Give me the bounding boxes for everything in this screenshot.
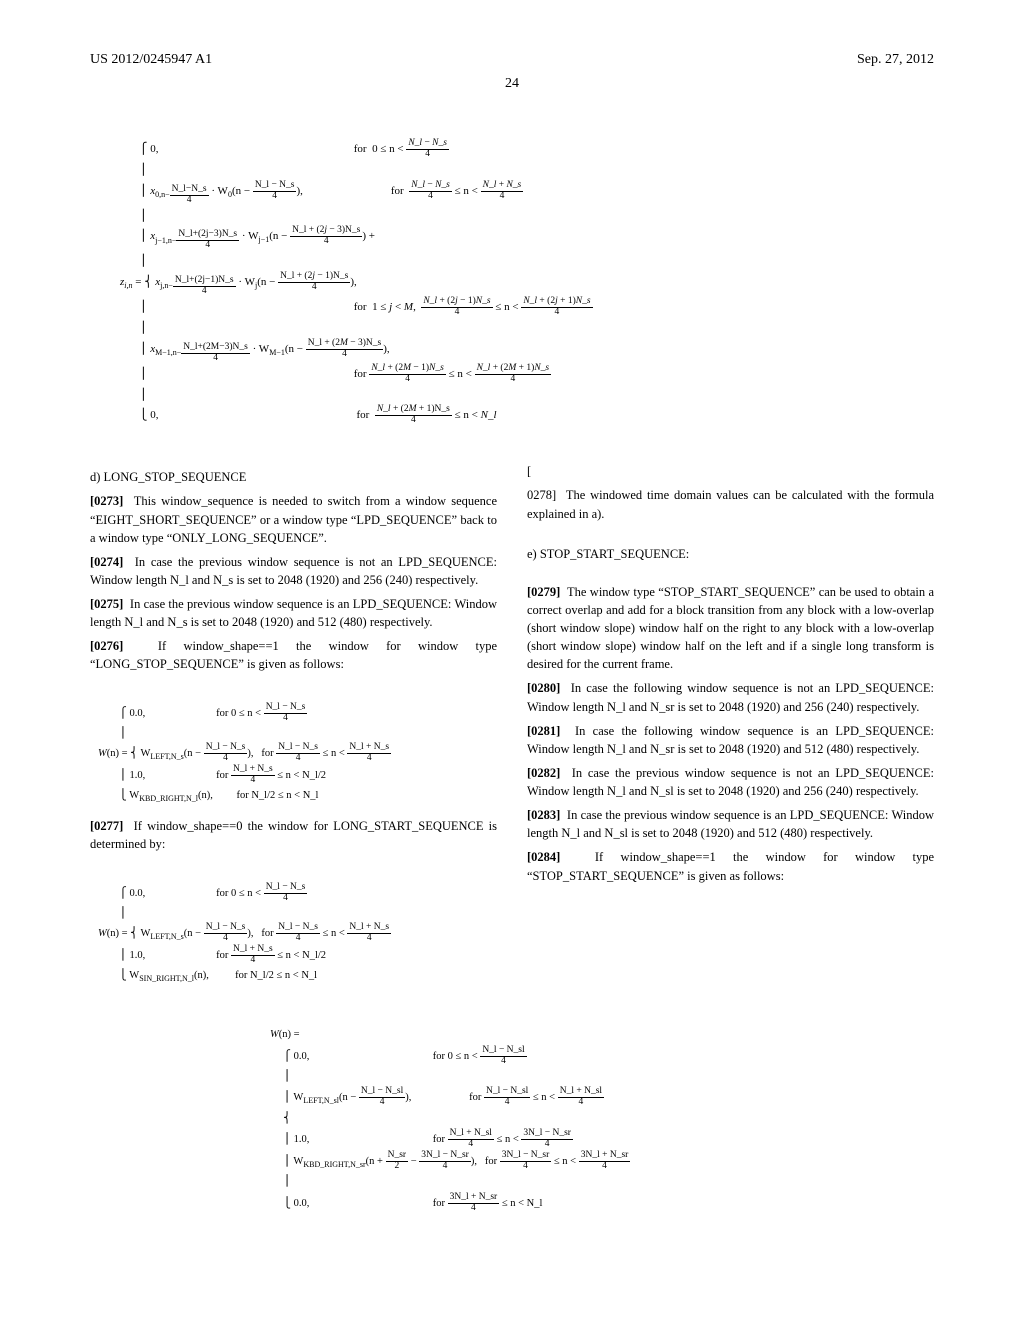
para-0276: [0276] If window_shape==1 the window for… <box>90 637 497 673</box>
formula-wn-stopstart: W(n) = ⎧ 0.0, for 0 ≤ n < N_l − N_sl4 ⎪ … <box>270 1005 934 1215</box>
para-text: If window_shape==1 the window for window… <box>527 850 934 882</box>
para-text: In case the previous window sequence is … <box>527 766 934 798</box>
para-num: [0277] <box>90 819 123 833</box>
para-0281: [0281] In case the following window sequ… <box>527 722 934 758</box>
running-header: US 2012/0245947 A1 Sep. 27, 2012 <box>90 52 934 68</box>
para-num: [0283] <box>527 808 560 822</box>
formula-wn-sin: ⎧ 0.0, for 0 ≤ n < N_l − N_s4 ⎪ W(n) = ⎨… <box>98 863 497 986</box>
two-column-body: d) LONG_STOP_SEQUENCE [0273] This window… <box>90 456 934 996</box>
para-0280: [0280] In case the following window sequ… <box>527 679 934 715</box>
para-text: If window_shape==0 the window for LONG_S… <box>90 819 497 851</box>
para-num: [0282] <box>527 766 560 780</box>
para-0273: [0273] This window_sequence is needed to… <box>90 492 497 546</box>
para-0283: [0283] In case the previous window seque… <box>527 806 934 842</box>
para-num: [0273] <box>90 494 123 508</box>
para-num: [0276] <box>90 639 123 653</box>
para-0275: [0275] In case the previous window seque… <box>90 595 497 631</box>
para-num: 0278] <box>527 488 556 502</box>
para-text: In case the following window sequence is… <box>527 681 934 713</box>
para-num: [0281] <box>527 724 560 738</box>
para-text: In case the following window sequence is… <box>527 724 934 756</box>
para-0277: [0277] If window_shape==0 the window for… <box>90 817 497 853</box>
para-0279: [0279] The window type “STOP_START_SEQUE… <box>527 583 934 674</box>
stray-bracket: [ <box>527 462 934 480</box>
para-text: In case the previous window sequence is … <box>90 555 497 587</box>
para-text: In case the previous window sequence is … <box>527 808 934 840</box>
para-num: [0275] <box>90 597 123 611</box>
formula-wn-kbd: ⎧ 0.0, for 0 ≤ n < N_l − N_s4 ⎪ W(n) = ⎨… <box>98 684 497 807</box>
para-0278: 0278] The windowed time domain values ca… <box>527 486 934 522</box>
page-number: 24 <box>90 76 934 92</box>
para-text: The windowed time domain values can be c… <box>527 488 934 520</box>
para-num: [0284] <box>527 850 560 864</box>
subhead-d: d) LONG_STOP_SEQUENCE <box>90 468 497 486</box>
formula-z-in: ⎧ 0, for 0 ≤ n < N_l − N_s4 ⎪ ⎪ x0,n−N_l… <box>120 118 934 426</box>
subhead-e: e) STOP_START_SEQUENCE: <box>527 545 934 563</box>
header-right: Sep. 27, 2012 <box>857 52 934 68</box>
left-column: d) LONG_STOP_SEQUENCE [0273] This window… <box>90 456 497 996</box>
page: US 2012/0245947 A1 Sep. 27, 2012 24 ⎧ 0,… <box>0 0 1024 1320</box>
para-num: [0274] <box>90 555 123 569</box>
right-column: [ 0278] The windowed time domain values … <box>527 456 934 996</box>
para-num: [0280] <box>527 681 560 695</box>
para-text: If window_shape==1 the window for window… <box>90 639 497 671</box>
para-0282: [0282] In case the previous window seque… <box>527 764 934 800</box>
para-0274: [0274] In case the previous window seque… <box>90 553 497 589</box>
para-text: In case the previous window sequence is … <box>90 597 497 629</box>
para-0284: [0284] If window_shape==1 the window for… <box>527 848 934 884</box>
para-num: [0279] <box>527 585 560 599</box>
para-text: This window_sequence is needed to switch… <box>90 494 497 544</box>
header-left: US 2012/0245947 A1 <box>90 52 212 68</box>
para-text: The window type “STOP_START_SEQUENCE” ca… <box>527 585 934 672</box>
